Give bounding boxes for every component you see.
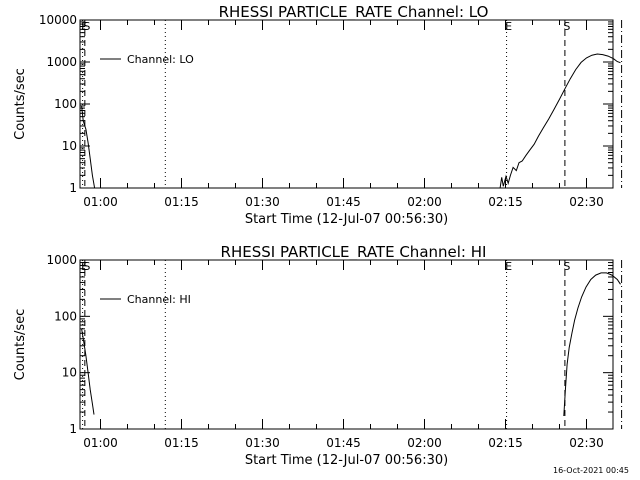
marker-label: E xyxy=(505,260,512,273)
y-tick-label: 10000 xyxy=(39,13,77,27)
x-tick-label: 01:00 xyxy=(83,195,118,209)
marker-label: S xyxy=(563,20,570,33)
x-tick-label: 02:30 xyxy=(569,436,604,450)
footer-timestamp: 16-Oct-2021 00:45 xyxy=(553,466,629,475)
x-axis-label: Start Time (12-Jul-07 00:56:30) xyxy=(245,453,448,468)
y-tick-label: 10 xyxy=(62,366,77,380)
series-line-segment xyxy=(81,328,95,415)
marker-label: S xyxy=(83,260,90,273)
series-line-segment xyxy=(499,53,621,189)
y-tick-label: 1 xyxy=(69,422,77,436)
x-tick-label: 01:00 xyxy=(83,436,118,450)
x-tick-label: 01:15 xyxy=(164,436,199,450)
legend-label: Channel: LO xyxy=(127,53,194,66)
y-axis-label: Counts/sec xyxy=(13,309,28,381)
x-tick-label: 02:15 xyxy=(488,195,523,209)
legend-label: Channel: HI xyxy=(127,293,191,306)
plot-frame xyxy=(79,259,614,430)
chart-panel-lo: RHESSI PARTICLE_RATE Channel: LO Counts/s… xyxy=(13,3,623,227)
x-tick-label: 02:00 xyxy=(407,195,442,209)
plot-frame xyxy=(79,19,614,189)
y-tick-label: 100 xyxy=(54,309,77,323)
chart-title: RHESSI PARTICLE_RATE Channel: LO xyxy=(219,3,489,22)
x-tick-label: 02:00 xyxy=(407,436,442,450)
chart-title: RHESSI PARTICLE_RATE Channel: HI xyxy=(221,243,487,262)
marker-label: E xyxy=(81,20,88,33)
y-tick-label: 1000 xyxy=(46,55,77,69)
x-tick-label: 01:30 xyxy=(245,195,280,209)
marker-label: S xyxy=(563,260,570,273)
y-tick-label: 10 xyxy=(62,139,77,153)
x-tick-label: 01:15 xyxy=(164,195,199,209)
x-tick-label: 01:45 xyxy=(326,436,361,450)
series-line-segment xyxy=(563,272,621,417)
x-tick-label: 01:45 xyxy=(326,195,361,209)
y-tick-label: 1000 xyxy=(46,253,77,267)
y-tick-label: 100 xyxy=(54,97,77,111)
series-line-segment xyxy=(81,105,96,189)
y-tick-label: 1 xyxy=(69,181,77,195)
x-tick-label: 01:30 xyxy=(245,436,280,450)
chart-panel-hi: RHESSI PARTICLE_RATE Channel: HI Counts/s… xyxy=(13,243,623,468)
marker-label: E xyxy=(81,260,88,273)
x-tick-label: 02:15 xyxy=(488,436,523,450)
x-tick-label: 02:30 xyxy=(569,195,604,209)
x-axis-label: Start Time (12-Jul-07 00:56:30) xyxy=(245,212,448,227)
marker-label: S xyxy=(83,20,90,33)
marker-label: E xyxy=(505,20,512,33)
y-axis-label: Counts/sec xyxy=(13,68,28,140)
